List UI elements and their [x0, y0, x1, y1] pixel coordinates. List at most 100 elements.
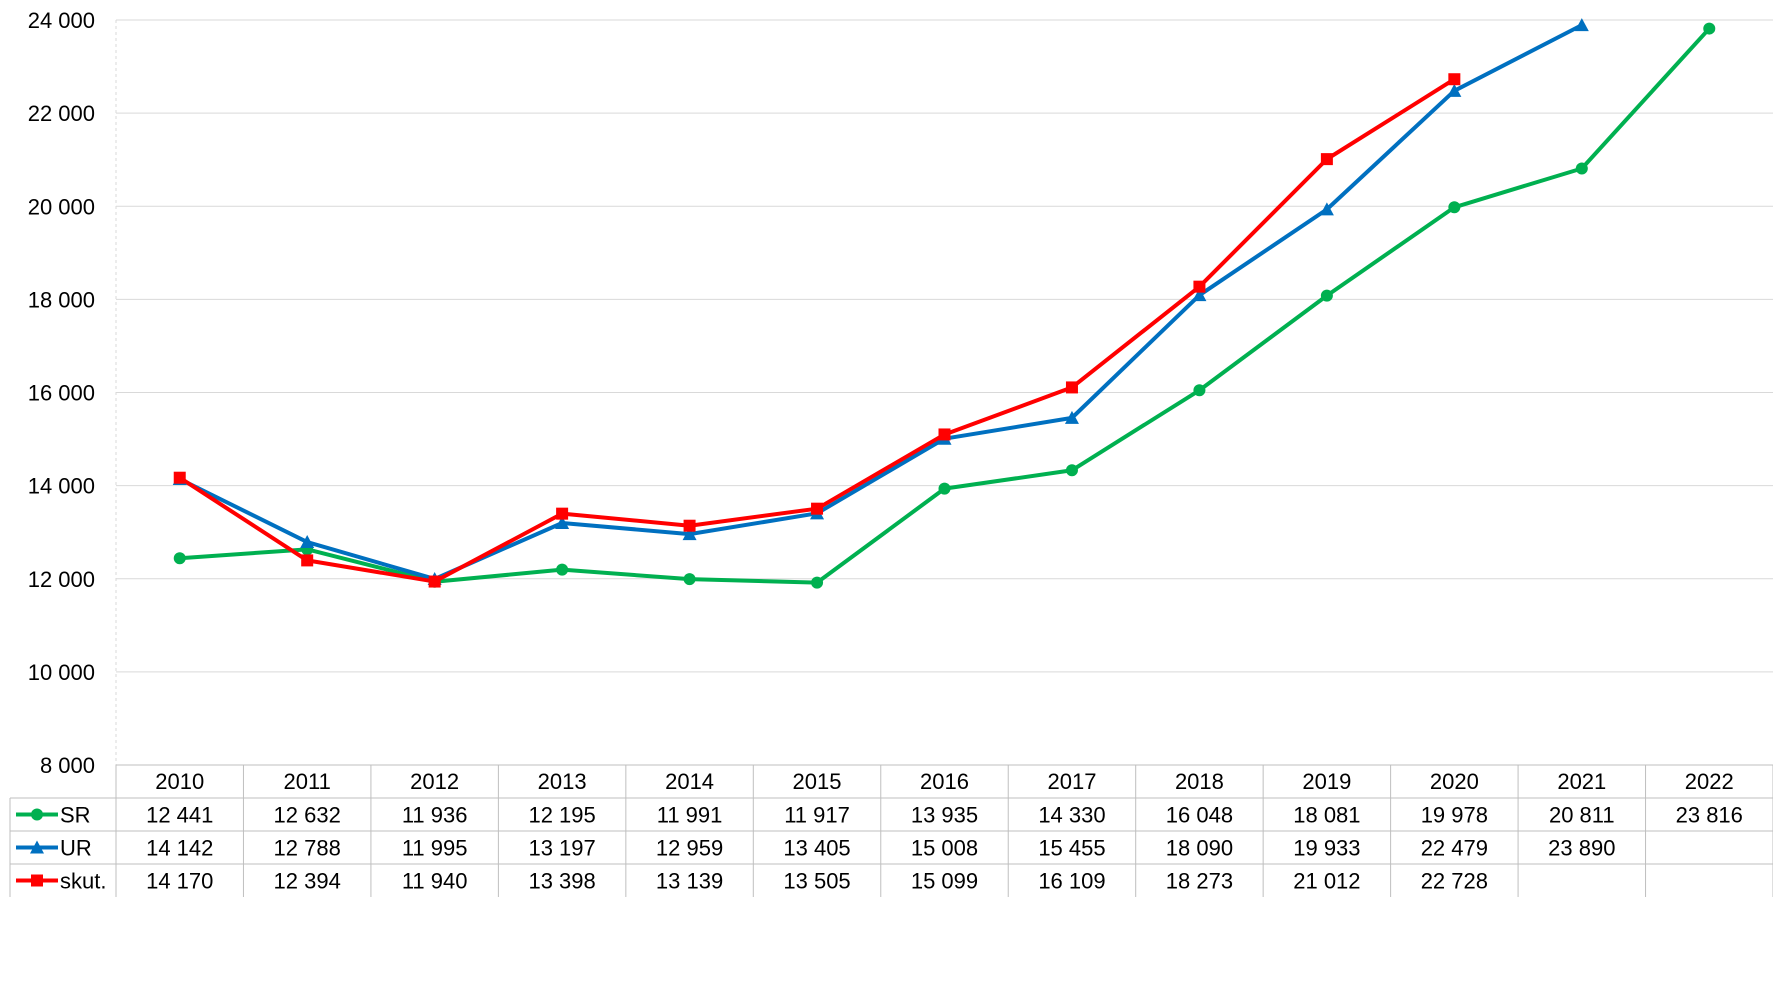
- data-point-ur: [1319, 202, 1334, 216]
- data-point-sr: [811, 576, 824, 589]
- data-point-sr: [1193, 384, 1206, 397]
- table-cell-ur: 12 959: [656, 836, 723, 861]
- legend-key-marker-ur: [30, 840, 44, 854]
- y-tick-label: 8 000: [40, 753, 95, 778]
- data-point-sr: [1448, 201, 1461, 214]
- data-point-sr: [173, 552, 186, 565]
- data-point-skut: [811, 502, 824, 515]
- legend-label-skut: skut.: [60, 869, 106, 894]
- data-point-ur: [555, 516, 570, 530]
- gridlines: [115, 19, 1773, 765]
- data-point-sr: [938, 482, 951, 495]
- data-point-skut: [556, 507, 569, 520]
- y-tick-label: 10 000: [28, 660, 95, 685]
- x-tick-label: 2020: [1430, 769, 1479, 794]
- table-cell-sr: 12 441: [146, 803, 213, 828]
- x-tick-label: 2016: [920, 769, 969, 794]
- table-cell-ur: 23 890: [1548, 836, 1615, 861]
- table-cell-sr: 13 935: [911, 803, 978, 828]
- table-cell-skut: 18 273: [1166, 869, 1233, 894]
- table-cell-sr: 12 195: [528, 803, 595, 828]
- table-cell-skut: 13 139: [656, 869, 723, 894]
- table-cell-sr: 18 081: [1293, 803, 1360, 828]
- table-cell-skut: 13 505: [783, 869, 850, 894]
- data-point-skut: [1320, 153, 1333, 166]
- x-tick-label: 2013: [538, 769, 587, 794]
- table-cell-sr: 23 816: [1676, 803, 1743, 828]
- data-point-ur: [682, 527, 697, 541]
- table-cell-skut: 21 012: [1293, 869, 1360, 894]
- y-tick-label: 18 000: [28, 287, 95, 312]
- table-cell-sr: 16 048: [1166, 803, 1233, 828]
- series-line-ur: [178, 23, 1583, 581]
- data-point-skut: [1065, 381, 1078, 394]
- data-point-sr: [1703, 22, 1716, 35]
- x-tick-label: 2022: [1685, 769, 1734, 794]
- x-tick-label: 2015: [793, 769, 842, 794]
- table-cell-skut: 22 728: [1421, 869, 1488, 894]
- table-cell-ur: 15 008: [911, 836, 978, 861]
- table-cell-ur: 18 090: [1166, 836, 1233, 861]
- y-tick-label: 20 000: [28, 194, 95, 219]
- table-cell-sr: 20 811: [1549, 803, 1615, 828]
- x-tick-label: 2014: [665, 769, 714, 794]
- data-point-sr: [1575, 162, 1588, 175]
- table-cell-sr: 12 632: [274, 803, 341, 828]
- table-cell-skut: 12 394: [274, 869, 341, 894]
- x-tick-label: 2018: [1175, 769, 1224, 794]
- data-point-skut: [1193, 280, 1206, 293]
- x-tick-label: 2010: [155, 769, 204, 794]
- data-point-sr: [1065, 464, 1078, 477]
- data-point-skut: [938, 428, 951, 441]
- series-lines: [172, 18, 1716, 589]
- table-cell-skut: 13 398: [528, 869, 595, 894]
- data-point-ur: [300, 535, 315, 549]
- data-point-ur: [1192, 288, 1207, 302]
- data-point-skut: [301, 554, 314, 567]
- table-cell-ur: 12 788: [274, 836, 341, 861]
- x-tick-label: 2011: [284, 769, 331, 794]
- legend-label-sr: SR: [60, 803, 91, 828]
- table-cell-ur: 22 479: [1421, 836, 1488, 861]
- y-tick-label: 16 000: [28, 381, 95, 406]
- x-tick-label: 2012: [410, 769, 459, 794]
- data-point-ur: [1447, 83, 1462, 97]
- table-cell-sr: 11 991: [657, 803, 723, 828]
- x-tick-label: 2017: [1047, 769, 1096, 794]
- table-cell-ur: 11 995: [402, 836, 468, 861]
- table-cell-ur: 13 405: [783, 836, 850, 861]
- table-cell-ur: 13 197: [528, 836, 595, 861]
- table-cell-ur: 14 142: [146, 836, 213, 861]
- data-point-skut: [428, 575, 441, 588]
- x-tick-label: 2019: [1302, 769, 1351, 794]
- data-point-skut: [1448, 73, 1461, 86]
- data-point-skut: [173, 471, 186, 484]
- data-point-ur: [1574, 18, 1589, 32]
- table-cell-skut: 11 940: [402, 869, 468, 894]
- legend-label-ur: UR: [60, 836, 92, 861]
- data-point-sr: [556, 563, 569, 576]
- table-cell-skut: 16 109: [1038, 869, 1105, 894]
- y-tick-label: 22 000: [28, 101, 95, 126]
- series-line-sr: [179, 27, 1711, 585]
- table-cell-sr: 14 330: [1038, 803, 1105, 828]
- data-table: 2010 2011 2012 2013 2014 2015 2016 2017 2018 2019…: [9, 764, 1773, 897]
- data-point-sr: [683, 573, 696, 586]
- legend-key-marker-sr: [31, 808, 43, 821]
- data-point-ur: [1064, 410, 1079, 424]
- y-tick-label: 12 000: [28, 567, 95, 592]
- x-tick-label: 2021: [1557, 769, 1606, 794]
- table-cell-skut: 15 099: [911, 869, 978, 894]
- table-cell-ur: 19 933: [1293, 836, 1360, 861]
- table-cell-skut: 14 170: [146, 869, 213, 894]
- y-tick-label: 14 000: [28, 474, 95, 499]
- y-axis: 8 000 10 000 12 000 14 000 16 000 18 000 20 00…: [28, 8, 95, 778]
- data-point-skut: [683, 519, 696, 532]
- table-cell-sr: 19 978: [1421, 803, 1488, 828]
- table-cell-sr: 11 936: [402, 803, 468, 828]
- table-cell-ur: 15 455: [1038, 836, 1105, 861]
- data-point-sr: [1320, 289, 1333, 302]
- table-cell-sr: 11 917: [784, 803, 850, 828]
- y-tick-label: 24 000: [28, 8, 95, 33]
